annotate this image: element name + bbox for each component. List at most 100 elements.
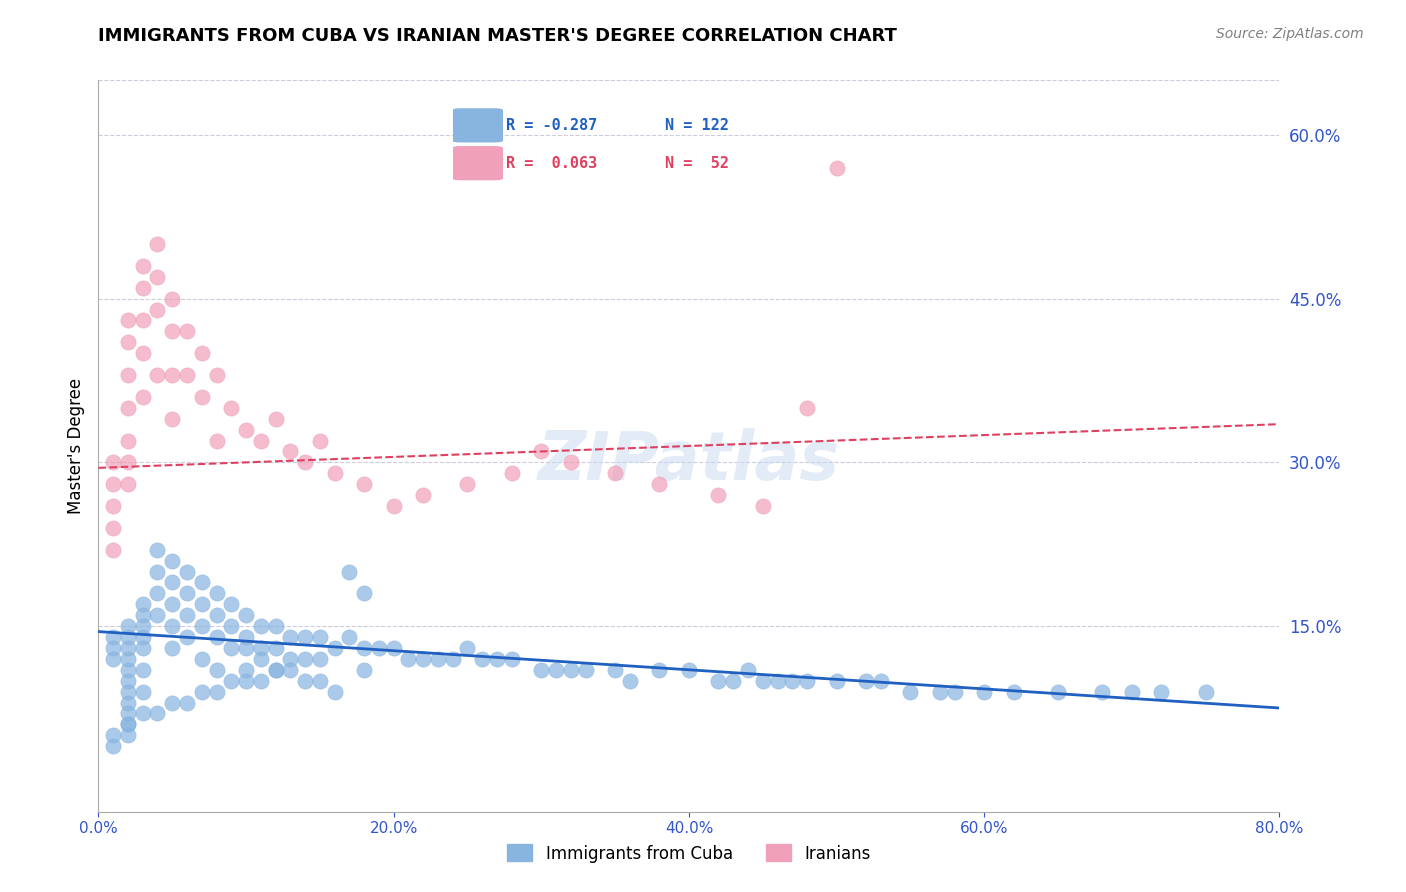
Point — [132, 663, 155, 677]
Point — [353, 586, 375, 600]
Point — [501, 467, 523, 481]
Point — [219, 401, 242, 415]
Point — [117, 630, 139, 644]
Point — [294, 630, 316, 644]
Point — [235, 423, 257, 437]
Point — [250, 640, 273, 655]
Point — [117, 706, 139, 721]
Point — [191, 684, 214, 698]
Point — [132, 259, 155, 273]
Point — [117, 368, 139, 382]
Point — [191, 652, 214, 666]
Text: ZIPatlas: ZIPatlas — [538, 427, 839, 493]
Point — [412, 488, 434, 502]
Point — [162, 619, 183, 633]
Point — [235, 640, 257, 655]
Point — [751, 499, 773, 513]
Point — [205, 630, 228, 644]
FancyBboxPatch shape — [453, 109, 502, 142]
Point — [353, 663, 375, 677]
Point — [117, 455, 139, 469]
Point — [900, 684, 922, 698]
Point — [191, 619, 214, 633]
Text: R = -0.287: R = -0.287 — [506, 118, 598, 133]
Point — [219, 640, 242, 655]
Point — [323, 684, 346, 698]
Point — [132, 346, 155, 360]
Y-axis label: Master's Degree: Master's Degree — [66, 378, 84, 514]
Point — [796, 673, 818, 688]
Point — [205, 434, 228, 448]
Point — [1091, 684, 1114, 698]
Point — [219, 597, 242, 611]
Point — [146, 302, 169, 317]
Point — [441, 652, 464, 666]
Point — [117, 652, 139, 666]
Point — [278, 630, 302, 644]
Point — [323, 467, 346, 481]
Point — [235, 608, 257, 623]
Point — [605, 467, 627, 481]
Legend: Immigrants from Cuba, Iranians: Immigrants from Cuba, Iranians — [501, 838, 877, 869]
Point — [146, 565, 169, 579]
Point — [928, 684, 950, 698]
Point — [117, 619, 139, 633]
Point — [501, 652, 523, 666]
Point — [191, 597, 214, 611]
Point — [456, 640, 478, 655]
Point — [471, 652, 494, 666]
Point — [678, 663, 700, 677]
Point — [117, 477, 139, 491]
Point — [707, 488, 730, 502]
Point — [117, 717, 139, 731]
Point — [117, 696, 139, 710]
Point — [825, 673, 848, 688]
Point — [574, 663, 596, 677]
Point — [103, 455, 125, 469]
Point — [396, 652, 419, 666]
Point — [117, 401, 139, 415]
Point — [176, 608, 198, 623]
Point — [264, 640, 287, 655]
Point — [176, 630, 198, 644]
Point — [1150, 684, 1173, 698]
Point — [530, 444, 553, 458]
Point — [560, 455, 582, 469]
Point — [117, 313, 139, 327]
Point — [264, 663, 287, 677]
Point — [648, 663, 671, 677]
Point — [132, 640, 155, 655]
Point — [250, 434, 273, 448]
Point — [132, 608, 155, 623]
Point — [117, 717, 139, 731]
Point — [278, 663, 302, 677]
Point — [278, 652, 302, 666]
Point — [250, 619, 273, 633]
Point — [103, 477, 125, 491]
Point — [162, 368, 183, 382]
Point — [1002, 684, 1025, 698]
Point — [176, 565, 198, 579]
Point — [132, 390, 155, 404]
Point — [132, 597, 155, 611]
Point — [205, 684, 228, 698]
Point — [1046, 684, 1069, 698]
Point — [146, 237, 169, 252]
Point — [162, 411, 183, 425]
Point — [1195, 684, 1218, 698]
Point — [103, 630, 125, 644]
Point — [264, 663, 287, 677]
Point — [117, 434, 139, 448]
Point — [309, 652, 332, 666]
Point — [117, 335, 139, 350]
Point — [264, 619, 287, 633]
Point — [117, 728, 139, 742]
Point — [235, 663, 257, 677]
Point — [796, 401, 818, 415]
Point — [162, 292, 183, 306]
Point — [117, 673, 139, 688]
Point — [250, 652, 273, 666]
Point — [103, 728, 125, 742]
Point — [132, 630, 155, 644]
Text: Source: ZipAtlas.com: Source: ZipAtlas.com — [1216, 27, 1364, 41]
